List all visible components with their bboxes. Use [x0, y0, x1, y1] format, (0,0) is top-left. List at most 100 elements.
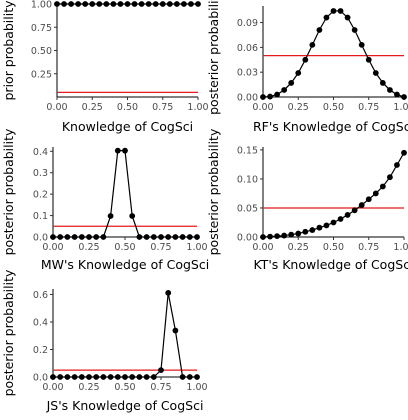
data-point	[316, 224, 323, 231]
y-tick-label: 0.4	[33, 318, 48, 329]
data-point	[274, 233, 280, 240]
data-point	[71, 374, 78, 380]
x-axis-title: Knowledge of CogSci	[62, 119, 193, 134]
x-tick-label: 0.50	[323, 242, 344, 253]
data-point	[195, 1, 201, 7]
y-axis-title: posterior probability	[1, 269, 16, 396]
data-point	[186, 374, 193, 380]
data-point	[309, 227, 316, 233]
data-point	[96, 1, 103, 7]
x-tick-label: 0.00	[42, 382, 63, 393]
data-point	[82, 1, 89, 7]
x-tick-label: 0.75	[150, 382, 171, 393]
data-point	[302, 228, 309, 235]
data-point	[323, 222, 330, 229]
data-point	[351, 27, 358, 33]
data-point	[158, 234, 164, 240]
x-tick-label: 1.00	[186, 382, 207, 393]
x-tick-label: 0.25	[78, 242, 99, 253]
data-point	[358, 41, 365, 48]
data-point	[281, 87, 288, 93]
data-point	[131, 1, 138, 7]
data-point	[100, 234, 107, 240]
y-tick-label: 0.1	[33, 211, 48, 222]
x-tick-label: 0.00	[252, 102, 273, 113]
data-point	[150, 234, 157, 240]
data-point	[337, 216, 344, 222]
data-point	[71, 234, 78, 240]
x-tick-label: 0.25	[288, 102, 309, 113]
x-tick-label: 0.25	[288, 242, 309, 253]
data-point	[103, 1, 110, 7]
data-point	[124, 1, 131, 7]
y-tick-label: 0.00	[237, 93, 258, 104]
data-point	[54, 1, 60, 7]
x-tick-label: 0.25	[78, 382, 99, 393]
data-point	[302, 56, 309, 63]
data-point	[309, 41, 316, 48]
data-point	[129, 213, 136, 219]
data-point	[50, 374, 56, 380]
data-point	[365, 196, 372, 203]
data-point	[136, 234, 143, 240]
x-tick-label: 0.75	[150, 242, 171, 253]
data-point	[394, 162, 400, 168]
y-tick-label: 0.0	[33, 373, 48, 384]
data-point	[86, 374, 92, 380]
data-point	[323, 14, 330, 21]
data-point	[143, 234, 150, 240]
data-point	[172, 234, 179, 240]
data-point	[61, 1, 67, 7]
data-point	[78, 234, 85, 240]
data-point	[401, 94, 407, 100]
series-line	[53, 150, 197, 238]
data-point	[344, 14, 351, 21]
data-point	[100, 374, 107, 380]
data-point	[337, 8, 344, 14]
data-point	[166, 1, 173, 7]
data-point	[89, 1, 96, 7]
x-tick-label: 1.00	[186, 242, 207, 253]
data-point	[267, 233, 273, 240]
data-point	[188, 1, 194, 7]
y-tick-label: 0.2	[33, 190, 48, 201]
data-point	[122, 147, 128, 154]
data-point	[288, 231, 295, 238]
data-point	[274, 91, 280, 98]
data-point	[152, 1, 159, 7]
y-tick-label: 0.3	[33, 168, 48, 179]
data-point	[159, 1, 166, 7]
x-tick-label: 0.75	[358, 242, 379, 253]
x-tick-label: 0.50	[114, 382, 135, 393]
data-point	[295, 70, 302, 76]
data-point	[267, 93, 273, 100]
y-tick-label: 0.06	[237, 43, 258, 54]
data-point	[260, 94, 266, 100]
data-point	[365, 56, 372, 63]
y-tick-label: 0.25	[31, 69, 52, 80]
data-point	[351, 207, 358, 214]
y-tick-label: 0.15	[237, 145, 258, 156]
x-tick-label: 0.75	[358, 102, 379, 113]
data-point	[295, 230, 302, 237]
data-point	[172, 327, 179, 334]
x-tick-label: 0.50	[323, 102, 344, 113]
data-point	[330, 219, 337, 226]
data-point	[379, 183, 386, 190]
data-point	[143, 374, 150, 380]
data-point	[394, 91, 400, 98]
data-point	[387, 87, 393, 93]
x-tick-label: 1.00	[187, 102, 208, 113]
data-point	[50, 234, 56, 240]
data-point	[186, 234, 193, 240]
x-axis-title: MW's Knowledge of CogSci	[41, 257, 209, 272]
data-point	[57, 234, 64, 240]
x-axis-title: KT's Knowledge of CogSci	[253, 257, 408, 272]
data-point	[344, 212, 351, 218]
data-point	[129, 374, 136, 380]
data-point	[387, 174, 393, 181]
y-tick-label: 1.00	[31, 0, 52, 11]
data-point	[136, 374, 143, 380]
data-point	[64, 374, 71, 380]
